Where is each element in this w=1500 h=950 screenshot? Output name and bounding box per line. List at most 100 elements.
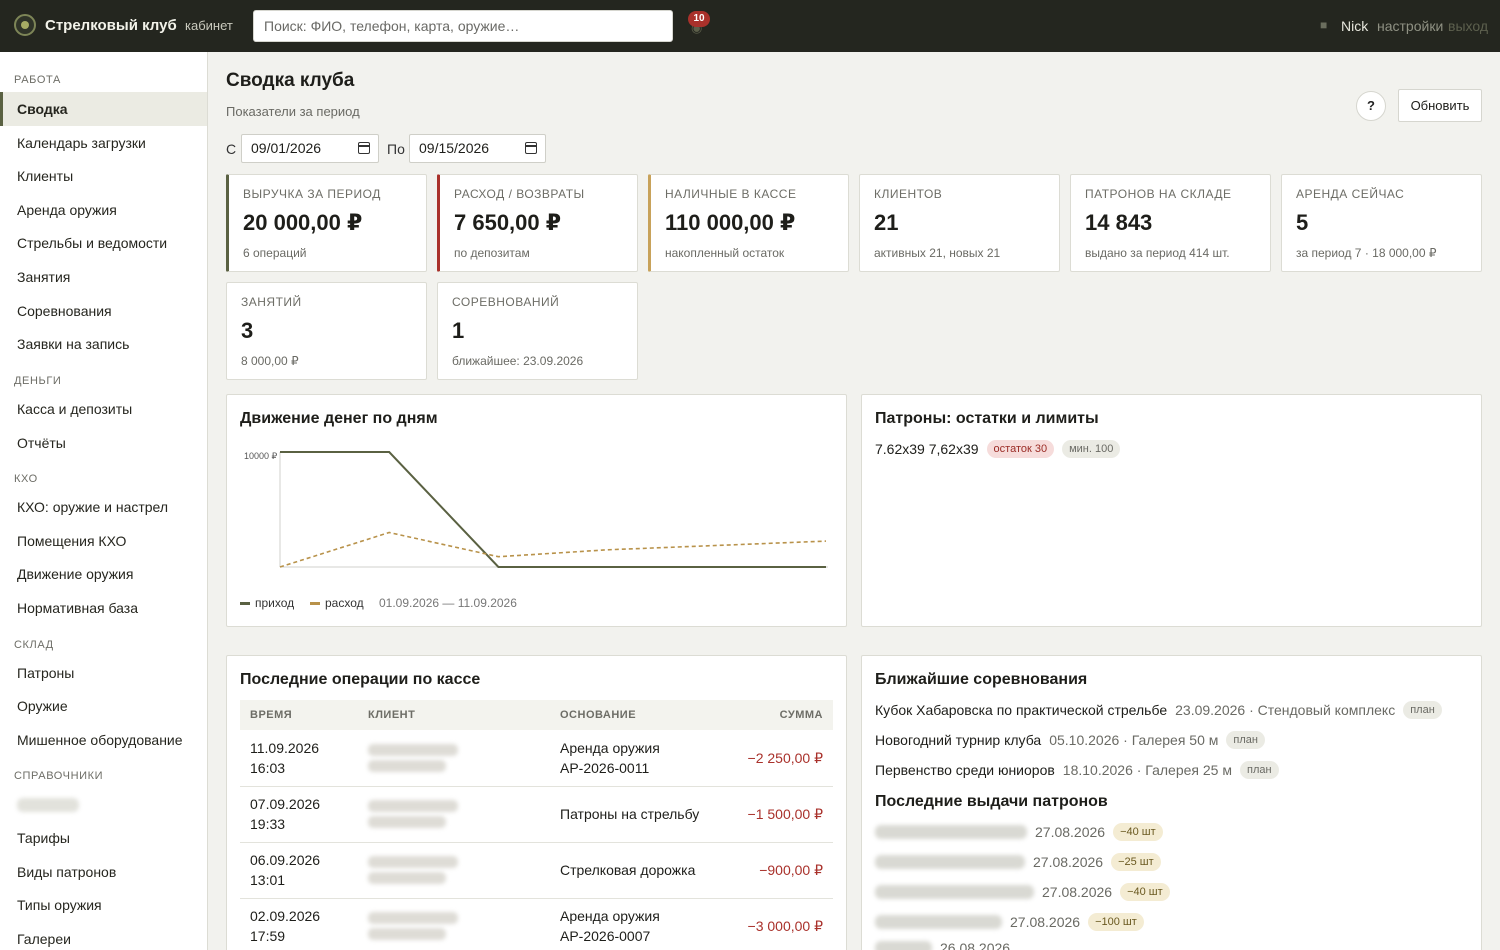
y-tick-label: 10000 ₽	[244, 451, 278, 461]
issue-item[interactable]: 27.08.2026 −100 шт	[875, 913, 1144, 931]
sidebar-item-lessons[interactable]: Занятия	[17, 269, 71, 285]
help-button[interactable]: ?	[1356, 91, 1386, 121]
date-from-input[interactable]: 09/01/2026	[241, 134, 379, 163]
sidebar-item-redacted[interactable]	[17, 798, 79, 812]
sidebar-item-ammo[interactable]: Патроны	[17, 665, 75, 681]
kpi-label: Наличные в кассе	[665, 187, 797, 201]
cell-amount: −2 250,00 ₽	[720, 730, 833, 787]
ammo-row[interactable]: 7.62x39 7,62x39 остаток 30 мин. 100	[875, 440, 1121, 458]
issues-title: Последние выдачи патронов	[875, 793, 1108, 810]
issue-date: 27.08.2026	[1035, 824, 1106, 840]
issue-item[interactable]: 27.08.2026 −25 шт	[875, 853, 1161, 871]
date-to-input[interactable]: 09/15/2026	[409, 134, 546, 163]
sidebar-item-weapons[interactable]: Оружие	[17, 698, 68, 714]
competition-meta: 23.09.2026 · Стендовый комплекс	[1175, 702, 1396, 718]
table-header-row: Время Клиент Основание Сумма	[240, 700, 833, 730]
issue-qty-badge: −100 шт	[1088, 913, 1144, 931]
sidebar-item-target-equipment[interactable]: Мишенное оборудование	[17, 732, 183, 748]
settings-link[interactable]: настройки	[1377, 18, 1444, 34]
kpi-label: Соревнований	[452, 295, 560, 309]
kpi-note: ближайшее: 23.09.2026	[452, 354, 584, 368]
chart-date-range: 01.09.2026 — 11.09.2026	[379, 596, 517, 610]
sidebar-item-armory-weapons[interactable]: КХО: оружие и настрел	[17, 499, 169, 515]
competition-item[interactable]: Первенство среди юниоров 18.10.2026 · Га…	[875, 761, 1279, 779]
cell-amount: −1 500,00 ₽	[720, 786, 833, 843]
notifications-badge[interactable]: 10	[688, 11, 710, 27]
issue-client-redacted	[875, 825, 1027, 839]
bell-icon[interactable]: ◉	[691, 20, 703, 35]
cell-date: 11.09.2026	[250, 739, 320, 756]
search-input[interactable]	[253, 10, 673, 42]
cell-clock: 16:03	[250, 759, 286, 776]
sidebar-item-ammo-types[interactable]: Виды патронов	[17, 864, 117, 880]
kpi-value: 21	[874, 210, 899, 235]
cell-date: 06.09.2026	[250, 852, 321, 868]
kpi-value: 110 000,00 ₽	[665, 210, 796, 235]
sidebar-item-cashbox[interactable]: Касса и депозиты	[17, 401, 133, 417]
table-row[interactable]: 11.09.2026 16:03 Аренда оружия АР-2026-001…	[240, 730, 833, 787]
target-logo-icon[interactable]	[14, 14, 36, 36]
sidebar-item-clients[interactable]: Клиенты	[17, 168, 74, 184]
competition-item[interactable]: Кубок Хабаровска по практической стрельб…	[875, 701, 1442, 719]
cell-clock: 17:59	[250, 928, 286, 944]
sidebar-item-calendar[interactable]: Календарь загрузки	[17, 135, 146, 151]
issue-item[interactable]: 27.08.2026 −40 шт	[875, 883, 1170, 901]
client-name-redacted	[368, 928, 446, 940]
cell-client	[358, 842, 550, 899]
kpi-label: Патронов на складе	[1085, 187, 1232, 201]
kpi-value: 1	[452, 318, 465, 343]
client-name-redacted	[368, 872, 446, 884]
competition-item[interactable]: Новогодний турнир клуба 05.10.2026 · Гал…	[875, 731, 1265, 749]
refresh-button[interactable]: Обновить	[1398, 89, 1482, 122]
table-row[interactable]: 06.09.2026 13:01 Стрелковая дорожка −900,…	[240, 842, 833, 899]
kpi-card-cash: Наличные в кассе 110 000,00 ₽ накопленны…	[648, 174, 849, 272]
reason-text: Стрелковая дорожка	[560, 862, 696, 878]
cell-time: 07.09.2026 19:33	[240, 786, 358, 843]
issue-client-redacted	[875, 915, 1002, 929]
sidebar-item-weapon-rental[interactable]: Аренда оружия	[17, 202, 117, 218]
cell-time: 02.09.2026 17:59	[240, 898, 358, 950]
issue-item[interactable]: 27.08.2026 −40 шт	[875, 823, 1163, 841]
date-to-value: 09/15/2026	[419, 140, 490, 156]
sidebar-item-reports[interactable]: Отчёты	[17, 435, 66, 451]
sidebar-item-summary[interactable]: Сводка	[0, 92, 207, 126]
cell-client	[358, 898, 550, 950]
table-row[interactable]: 02.09.2026 17:59 Аренда оружия АР-2026-000…	[240, 898, 833, 950]
calendar-icon[interactable]	[525, 142, 537, 154]
sidebar-item-requests[interactable]: Заявки на запись	[17, 336, 130, 352]
sidebar-item-regulations[interactable]: Нормативная база	[17, 600, 138, 616]
reason-text: Аренда оружия	[560, 739, 660, 756]
sidebar-item-weapon-types[interactable]: Типы оружия	[17, 897, 102, 913]
sidebar-item-armory-rooms[interactable]: Помещения КХО	[17, 533, 127, 549]
sidebar-item-galleries[interactable]: Галереи	[17, 931, 71, 947]
kpi-card-expenses: Расход / возвраты 7 650,00 ₽ по депозита…	[437, 174, 638, 272]
issue-date: 27.08.2026	[1010, 914, 1081, 930]
cell-time: 06.09.2026 13:01	[240, 842, 358, 899]
legend-label-income: приход	[255, 596, 295, 610]
ammo-name: 7.62x39 7,62x39	[875, 441, 979, 457]
amount-value: −3 000,00 ₽	[747, 918, 823, 934]
table-row[interactable]: 07.09.2026 19:33 Патроны на стрельбу −1 5…	[240, 786, 833, 843]
kpi-note: 6 операций	[243, 246, 307, 260]
competition-status-badge: план	[1226, 731, 1265, 749]
sidebar-section-money: Деньги	[14, 375, 62, 387]
issue-client-redacted	[875, 885, 1034, 899]
sidebar-item-competitions[interactable]: Соревнования	[17, 303, 112, 319]
issue-item[interactable]: 26.08.2026	[875, 940, 1010, 950]
client-name-redacted	[368, 743, 458, 756]
column-header-client: Клиент	[358, 700, 550, 730]
kpi-note: 8 000,00 ₽	[241, 354, 299, 368]
ammo-panel	[861, 394, 1482, 627]
logout-link[interactable]: выход	[1448, 18, 1488, 34]
competition-status-badge: план	[1239, 761, 1279, 779]
money-line-chart: 10000 ₽	[244, 451, 828, 568]
calendar-icon[interactable]	[358, 142, 370, 154]
issue-qty-badge: −40 шт	[1113, 823, 1163, 841]
client-name-redacted	[368, 800, 458, 812]
brand-title[interactable]: Стрелковый клуб	[45, 17, 177, 34]
legend-label-expense: расход	[325, 596, 364, 610]
sidebar-item-tariffs[interactable]: Тарифы	[17, 830, 70, 846]
user-name[interactable]: Nick	[1341, 18, 1369, 34]
sidebar-item-shootings[interactable]: Стрельбы и ведомости	[17, 235, 168, 251]
sidebar-item-weapon-movement[interactable]: Движение оружия	[17, 566, 134, 582]
